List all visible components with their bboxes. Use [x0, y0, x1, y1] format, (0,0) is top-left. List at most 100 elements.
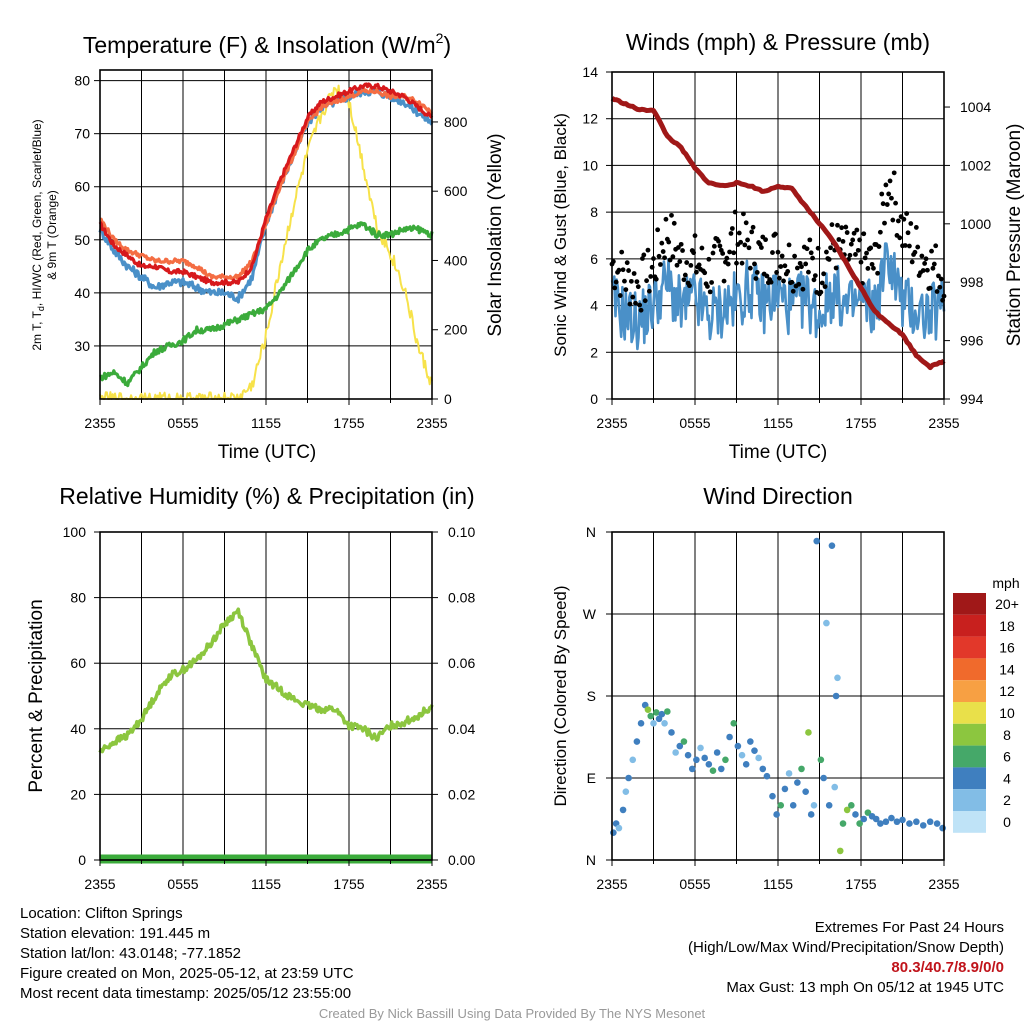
legend-swatch	[953, 723, 986, 746]
winds-gust-point	[851, 230, 857, 236]
winds-gust-point	[626, 268, 631, 273]
wdir-point	[615, 824, 623, 832]
winds-gust-point	[835, 222, 840, 228]
winds-xtick-label: 1155	[763, 415, 793, 431]
winds-gust-point	[929, 248, 934, 254]
temp-y2tick-label: 0	[444, 391, 452, 407]
legend-label: 20+	[995, 596, 1019, 612]
temp-series-2m-t	[98, 82, 434, 287]
winds-gust-point	[739, 260, 745, 266]
legend-label: 16	[999, 640, 1015, 656]
winds-gust-point	[759, 245, 764, 250]
temp-xtick-label: 2355	[416, 415, 447, 431]
wdir-left-ylabel: Direction (Colored By Speed)	[551, 585, 570, 806]
winds-gust-point	[642, 298, 648, 304]
winds-gust-point	[913, 225, 919, 230]
temp-left-ylabel-line2: & 9m T (Orange)	[45, 190, 59, 280]
legend-swatch	[953, 593, 986, 615]
wdir-point	[807, 811, 815, 818]
winds-ytick-label: 4	[590, 298, 598, 314]
wdir-point	[759, 765, 767, 773]
winds-gust-point	[631, 271, 637, 276]
winds-panel-title: Winds (mph) & Pressure (mb)	[626, 29, 930, 55]
wdir-point	[805, 729, 812, 736]
extremes-box: Extremes For Past 24 Hours (High/Low/Max…	[688, 918, 1004, 998]
winds-gust-point	[696, 262, 702, 268]
rh-xtick-label: 1755	[333, 876, 364, 892]
wdir-point	[633, 738, 641, 745]
winds-gust-point	[671, 220, 677, 226]
winds-gust-point	[799, 264, 804, 270]
winds-gust-point	[810, 255, 815, 261]
winds-gust-point	[897, 235, 903, 241]
wdir-frame	[611, 531, 945, 861]
temp-ytick-label: 30	[74, 338, 90, 354]
wdir-point	[834, 674, 841, 682]
winds-gust-point	[818, 289, 824, 295]
winds-gust-point	[749, 229, 755, 235]
winds-gust-point	[702, 270, 708, 276]
wdir-point	[713, 749, 721, 756]
winds-gust-point	[617, 293, 623, 298]
wdir-ytick-label: W	[583, 606, 597, 622]
winds-gust-point	[734, 260, 739, 266]
winds-gust-point	[836, 237, 842, 242]
wdir-point	[777, 802, 785, 809]
winds-gust-point	[670, 254, 676, 260]
winds-gust-point	[627, 301, 633, 307]
winds-y2tick-label: 996	[960, 333, 984, 349]
winds-gust-point	[674, 262, 680, 268]
wdir-point	[722, 756, 729, 764]
wdir-point	[619, 806, 627, 814]
winds-gust-point	[864, 250, 869, 256]
wdir-point	[906, 820, 913, 827]
winds-gust-point	[687, 283, 692, 289]
wdir-point	[717, 765, 725, 773]
wdir-point	[730, 720, 738, 727]
rh-frame	[99, 531, 433, 861]
winds-gust-point	[912, 249, 918, 255]
winds-gust-point	[659, 240, 665, 246]
winds-gust-point	[645, 247, 651, 253]
wdir-point	[650, 720, 657, 727]
winds-gust-point	[630, 294, 636, 300]
legend-label: 8	[1003, 727, 1011, 743]
temp-ytick-label: 60	[74, 179, 90, 195]
winds-gust-point	[648, 274, 654, 279]
wdir-xtick-label: 1155	[763, 876, 793, 892]
winds-gust-point	[649, 264, 655, 270]
temp-y2tick-label: 200	[444, 322, 468, 338]
winds-gust-point	[847, 252, 853, 258]
winds-gust-point	[868, 245, 874, 251]
wdir-xtick-label: 0555	[679, 876, 710, 892]
wdir-point	[664, 708, 671, 715]
figure-created: Figure created on Mon, 2025-05-12, at 23…	[20, 965, 354, 982]
winds-gust-point	[904, 211, 910, 216]
winds-gust-point	[738, 239, 744, 245]
legend-swatch	[953, 811, 986, 833]
wdir-point	[709, 767, 717, 775]
temp-y2tick-label: 800	[444, 114, 468, 130]
winds-gust-point	[887, 178, 893, 184]
winds-gust-point	[644, 278, 649, 284]
wdir-point	[872, 815, 880, 823]
winds-gust-point	[620, 267, 626, 273]
winds-gust-point	[680, 248, 685, 253]
winds-gust-point	[886, 191, 892, 197]
winds-gust-point	[754, 269, 760, 275]
winds-gust-point	[768, 279, 774, 285]
wdir-ytick-label: E	[587, 770, 596, 786]
winds-ytick-label: 0	[590, 391, 598, 407]
rh-ytick-label: 80	[70, 590, 86, 606]
temp-ytick-label: 40	[74, 285, 90, 301]
rh-y2tick-label: 0.02	[448, 786, 475, 802]
winds-gust-point	[655, 227, 661, 233]
winds-gust-point	[865, 266, 871, 271]
winds-ytick-label: 10	[582, 157, 598, 173]
wdir-point	[684, 751, 692, 759]
wdir-point	[781, 785, 789, 793]
rh-ytick-label: 60	[70, 655, 86, 671]
winds-gust-point	[923, 256, 929, 262]
winds-gust-point	[684, 260, 690, 265]
